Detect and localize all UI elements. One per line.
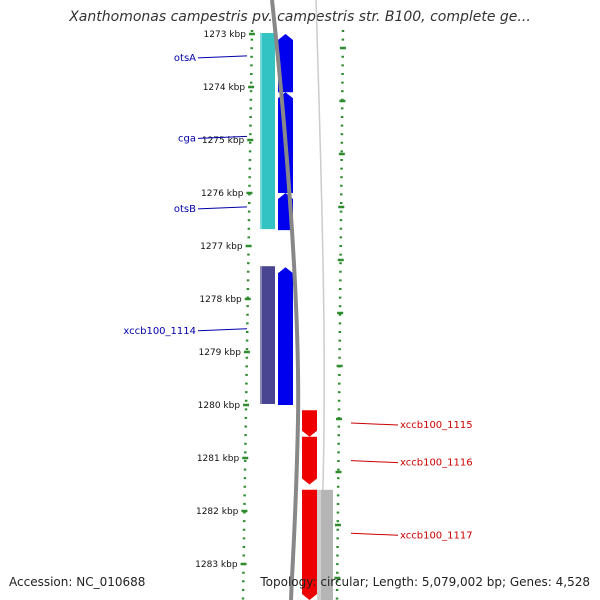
gene-bar-highlight	[259, 266, 262, 404]
gene-label: xccb100_1115	[400, 420, 473, 431]
gene-label-leader	[350, 422, 399, 426]
scale-tick-label: 1274 kbp	[203, 83, 246, 93]
forward-gene-track	[317, 489, 333, 600]
gene-bar	[260, 266, 275, 404]
reverse-gene-labels: otsA cga otsB xccb100_1114	[123, 53, 248, 337]
scale-tick-label: 1278 kbp	[199, 295, 242, 305]
gene-label-leader	[350, 532, 399, 536]
scale-tick-label: 1276 kbp	[201, 189, 244, 199]
gene-bar-highlight	[259, 33, 262, 192]
scale-tick-labels: 1273 kbp 1274 kbp 1275 kbp 1276 kbp 1277 kbp…	[195, 30, 246, 570]
right-scale-ruler	[334, 29, 346, 600]
gene-bar	[317, 489, 333, 600]
right-ruler-line	[335, 29, 345, 600]
scale-tick-label: 1280 kbp	[198, 401, 241, 411]
gene-label: xccb100_1117	[400, 530, 473, 541]
genome-stats-text: Topology: circular; Length: 5,079,002 bp…	[260, 575, 590, 589]
gene-label: xccb100_1114	[123, 326, 196, 337]
gene-label: otsB	[174, 204, 196, 215]
cds-arrow-forward	[302, 489, 317, 600]
genome-line	[270, 0, 301, 600]
scale-tick-label: 1273 kbp	[204, 30, 247, 40]
left-ruler-line	[241, 29, 254, 600]
gene-label-leader	[197, 328, 248, 332]
gene-bar-highlight	[317, 489, 321, 600]
forward-cds-track	[302, 410, 317, 600]
gene-label: cga	[178, 133, 196, 144]
cds-arrow-reverse	[278, 267, 293, 405]
cds-arrow-forward	[302, 410, 317, 437]
map-title: Xanthomonas campestris pv. campestris st…	[69, 9, 531, 25]
gene-label: otsA	[174, 53, 196, 64]
scale-tick-label: 1283 kbp	[195, 560, 238, 570]
gene-label-leader	[197, 55, 248, 59]
gene-bar-highlight	[259, 192, 262, 230]
gene-bar	[260, 192, 275, 230]
gene-bar	[260, 33, 275, 192]
gene-label-leader	[350, 460, 399, 464]
gene-label-leader	[197, 206, 248, 210]
scale-tick-label: 1275 kbp	[202, 136, 245, 146]
accession-text: Accession: NC_010688	[9, 575, 146, 589]
left-scale-ruler	[240, 29, 255, 600]
cds-arrow-forward	[302, 436, 317, 485]
gene-label-leader	[197, 135, 248, 139]
scale-tick-label: 1277 kbp	[200, 242, 243, 252]
scale-tick-label: 1279 kbp	[199, 348, 242, 358]
gene-label: xccb100_1116	[400, 458, 473, 469]
forward-gene-labels: xccb100_1115 xccb100_1116 xccb100_1117	[350, 420, 473, 541]
scale-tick-label: 1281 kbp	[197, 454, 240, 464]
reverse-gene-track	[259, 33, 275, 404]
scale-tick-label: 1282 kbp	[196, 507, 239, 517]
